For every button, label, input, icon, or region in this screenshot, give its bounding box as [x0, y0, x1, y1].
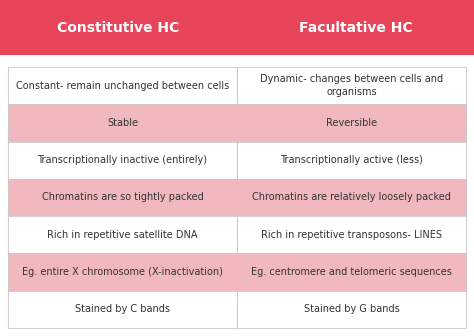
Bar — [8, 253, 237, 291]
Bar — [237, 141, 466, 179]
Text: Facultative HC: Facultative HC — [299, 20, 412, 35]
Text: Transcriptionally inactive (entirely): Transcriptionally inactive (entirely) — [37, 155, 208, 165]
Text: Chromatins are so tightly packed: Chromatins are so tightly packed — [42, 193, 203, 203]
Bar — [0, 0, 474, 55]
Text: Rich in repetitive transposons- LINES: Rich in repetitive transposons- LINES — [261, 230, 442, 240]
Bar — [8, 291, 237, 328]
Text: Constant- remain unchanged between cells: Constant- remain unchanged between cells — [16, 81, 229, 91]
Bar — [8, 179, 237, 216]
Bar — [8, 104, 237, 141]
Text: Rich in repetitive satellite DNA: Rich in repetitive satellite DNA — [47, 230, 198, 240]
Text: Stained by G bands: Stained by G bands — [304, 304, 400, 314]
Bar — [237, 179, 466, 216]
Text: Chromatins are relatively loosely packed: Chromatins are relatively loosely packed — [252, 193, 451, 203]
Bar — [8, 67, 237, 104]
Text: Transcriptionally active (less): Transcriptionally active (less) — [280, 155, 423, 165]
Text: Reversible: Reversible — [326, 118, 377, 128]
Bar — [237, 67, 466, 104]
Text: Constitutive HC: Constitutive HC — [57, 20, 180, 35]
Bar — [237, 216, 466, 253]
Text: Eg. entire X chromosome (X-inactivation): Eg. entire X chromosome (X-inactivation) — [22, 267, 223, 277]
Text: Stable: Stable — [107, 118, 138, 128]
Text: Dynamic- changes between cells and
organisms: Dynamic- changes between cells and organ… — [260, 75, 443, 97]
Bar — [237, 291, 466, 328]
Bar — [237, 253, 466, 291]
Bar — [8, 141, 237, 179]
Text: Eg. centromere and telomeric sequences: Eg. centromere and telomeric sequences — [251, 267, 452, 277]
Bar — [237, 104, 466, 141]
Bar — [8, 67, 466, 328]
Bar — [8, 216, 237, 253]
Text: Stained by C bands: Stained by C bands — [75, 304, 170, 314]
